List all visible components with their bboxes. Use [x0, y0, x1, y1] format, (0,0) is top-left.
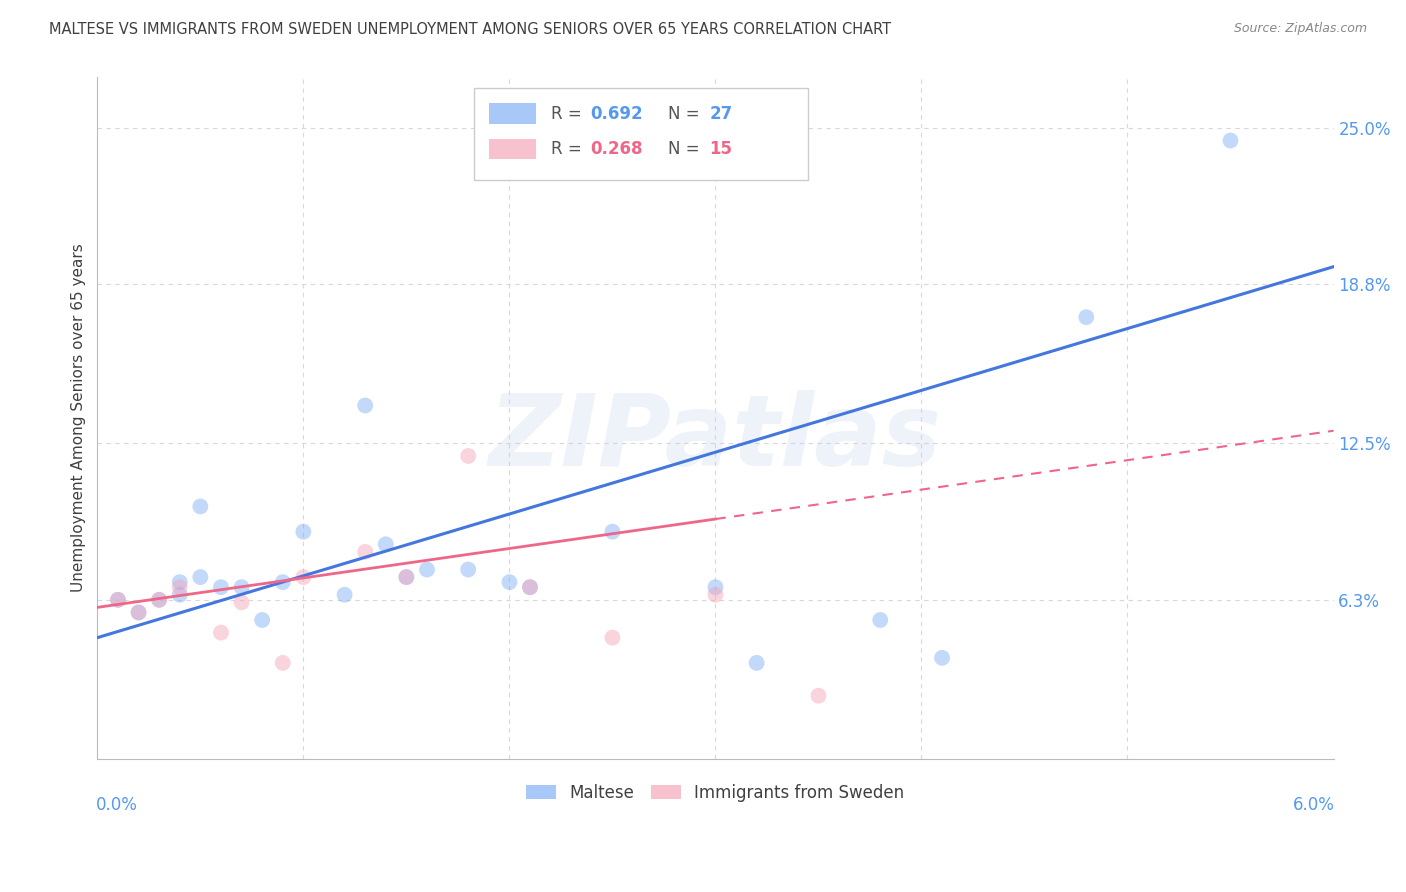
- Point: [148, 592, 170, 607]
- Point: [148, 592, 170, 607]
- Point: [457, 562, 479, 576]
- Point: [271, 656, 294, 670]
- Text: 27: 27: [709, 104, 733, 122]
- Point: [1076, 310, 1098, 325]
- Point: [354, 399, 377, 413]
- Point: [602, 631, 624, 645]
- Point: [931, 650, 953, 665]
- Text: Source: ZipAtlas.com: Source: ZipAtlas.com: [1233, 22, 1367, 36]
- Point: [190, 570, 212, 584]
- Point: [807, 689, 830, 703]
- Text: ZIPatlas: ZIPatlas: [489, 390, 942, 487]
- Point: [354, 545, 377, 559]
- Point: [602, 524, 624, 539]
- Y-axis label: Unemployment Among Seniors over 65 years: Unemployment Among Seniors over 65 years: [72, 244, 86, 592]
- Point: [498, 575, 520, 590]
- Text: N =: N =: [668, 104, 706, 122]
- Point: [704, 580, 727, 594]
- FancyBboxPatch shape: [489, 139, 536, 159]
- Point: [292, 524, 315, 539]
- Point: [416, 562, 439, 576]
- Point: [231, 580, 253, 594]
- Text: MALTESE VS IMMIGRANTS FROM SWEDEN UNEMPLOYMENT AMONG SENIORS OVER 65 YEARS CORRE: MALTESE VS IMMIGRANTS FROM SWEDEN UNEMPL…: [49, 22, 891, 37]
- Text: R =: R =: [551, 140, 588, 158]
- Point: [395, 570, 418, 584]
- Point: [457, 449, 479, 463]
- Point: [271, 575, 294, 590]
- Point: [519, 580, 541, 594]
- Point: [519, 580, 541, 594]
- Point: [395, 570, 418, 584]
- Text: 15: 15: [709, 140, 733, 158]
- Text: N =: N =: [668, 140, 706, 158]
- Point: [169, 588, 191, 602]
- Point: [704, 588, 727, 602]
- Point: [169, 575, 191, 590]
- Point: [107, 592, 129, 607]
- FancyBboxPatch shape: [474, 87, 808, 179]
- Text: 6.0%: 6.0%: [1294, 797, 1334, 814]
- Point: [292, 570, 315, 584]
- FancyBboxPatch shape: [489, 103, 536, 124]
- Point: [128, 606, 150, 620]
- Point: [209, 625, 232, 640]
- Text: R =: R =: [551, 104, 588, 122]
- Text: 0.0%: 0.0%: [96, 797, 138, 814]
- Point: [128, 606, 150, 620]
- Point: [107, 592, 129, 607]
- Point: [190, 500, 212, 514]
- Point: [374, 537, 396, 551]
- Point: [333, 588, 356, 602]
- Text: 0.692: 0.692: [591, 104, 643, 122]
- Point: [869, 613, 891, 627]
- Text: 0.268: 0.268: [591, 140, 643, 158]
- Point: [745, 656, 768, 670]
- Point: [250, 613, 273, 627]
- Point: [169, 580, 191, 594]
- Point: [231, 595, 253, 609]
- Legend: Maltese, Immigrants from Sweden: Maltese, Immigrants from Sweden: [520, 777, 911, 808]
- Point: [1219, 134, 1241, 148]
- Point: [209, 580, 232, 594]
